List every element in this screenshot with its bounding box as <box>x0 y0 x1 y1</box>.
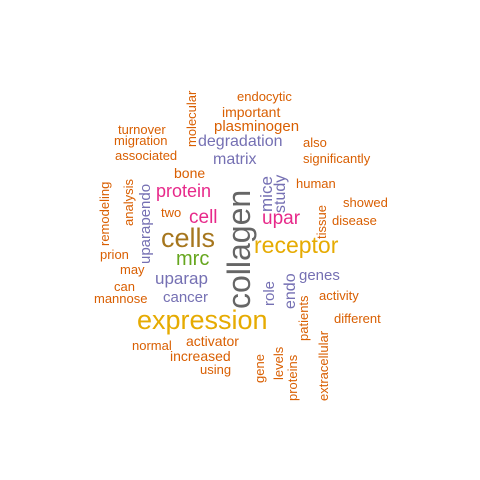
word-two: two <box>161 205 182 220</box>
word-uparapendo: uparapendo <box>137 183 154 264</box>
word-also: also <box>303 135 327 150</box>
word-role: role <box>261 280 278 306</box>
word-study: study <box>272 174 289 213</box>
word-matrix: matrix <box>213 151 257 168</box>
word-disease: disease <box>332 213 377 228</box>
word-bone: bone <box>174 165 206 181</box>
word-mrc: mrc <box>176 248 210 270</box>
word-migration: migration <box>114 133 168 148</box>
word-analysis: analysis <box>121 179 136 226</box>
word-uparap: uparap <box>155 269 208 288</box>
word-collagen: collagen <box>221 189 257 309</box>
word-levels: levels <box>271 346 286 380</box>
word-can: can <box>114 279 135 294</box>
word-significantly: significantly <box>303 151 371 166</box>
word-increased: increased <box>170 348 231 364</box>
word-cancer: cancer <box>163 289 209 306</box>
word-extracellular: extracellular <box>316 330 331 401</box>
word-plasminogen: plasminogen <box>214 118 300 135</box>
word-endocytic: endocytic <box>237 89 292 104</box>
word-expression: expression <box>137 305 268 335</box>
word-receptor: receptor <box>254 232 339 258</box>
word-human: human <box>296 176 336 191</box>
word-remodeling: remodeling <box>97 181 112 246</box>
word-cell: cell <box>189 207 218 228</box>
word-genes: genes <box>299 267 340 284</box>
word-activity: activity <box>319 288 359 303</box>
word-mannose: mannose <box>94 291 148 306</box>
word-tissue: tissue <box>314 205 329 239</box>
word-different: different <box>334 311 381 326</box>
word-gene: gene <box>252 354 267 383</box>
word-protein: protein <box>156 181 212 201</box>
word-molecular: molecular <box>184 90 199 147</box>
word-turnover: turnover <box>118 122 166 137</box>
word-prion: prion <box>100 247 129 262</box>
word-upar: upar <box>262 208 301 229</box>
word-normal: normal <box>132 338 172 353</box>
word-may: may <box>120 262 145 277</box>
word-associated: associated <box>115 148 178 163</box>
word-activator: activator <box>186 333 239 349</box>
word-proteins: proteins <box>285 354 300 401</box>
word-patients: patients <box>296 295 311 341</box>
word-degradation: degradation <box>198 133 283 150</box>
word-cells: cells <box>161 223 216 253</box>
word-important: important <box>222 104 281 120</box>
word-showed: showed <box>343 195 388 210</box>
word-using: using <box>200 362 232 377</box>
